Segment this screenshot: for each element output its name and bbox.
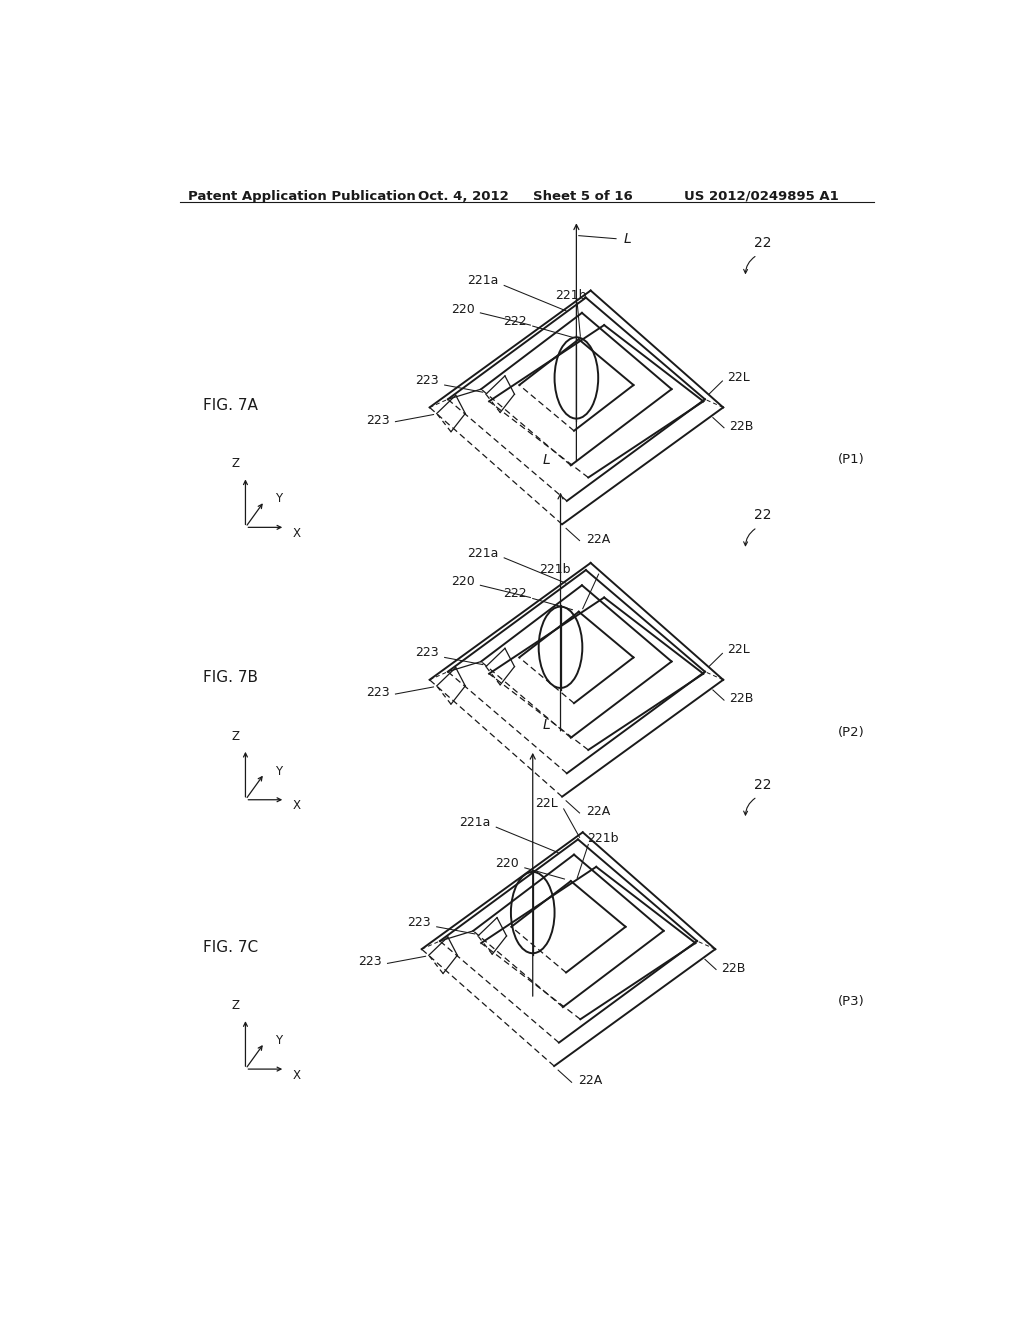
Text: 22B: 22B <box>729 692 753 705</box>
Text: Z: Z <box>231 999 240 1012</box>
Text: 221a: 221a <box>460 816 490 829</box>
Text: 22A: 22A <box>578 1074 602 1088</box>
Text: 222: 222 <box>504 315 527 329</box>
Text: 22B: 22B <box>721 961 745 974</box>
Text: 220: 220 <box>451 302 475 315</box>
Text: 220: 220 <box>451 576 475 589</box>
Text: X: X <box>293 527 301 540</box>
Text: US 2012/0249895 A1: US 2012/0249895 A1 <box>684 190 839 203</box>
Text: FIG. 7A: FIG. 7A <box>204 397 258 413</box>
Text: 221a: 221a <box>467 275 499 288</box>
Text: L: L <box>543 453 550 467</box>
Text: (P3): (P3) <box>839 995 865 1008</box>
Text: 220: 220 <box>496 857 519 870</box>
Text: Y: Y <box>274 1034 282 1047</box>
Text: 22: 22 <box>754 236 772 249</box>
Text: FIG. 7C: FIG. 7C <box>204 940 258 954</box>
Text: 223: 223 <box>367 686 390 700</box>
Text: 223: 223 <box>416 647 439 660</box>
Text: FIG. 7B: FIG. 7B <box>204 671 258 685</box>
Text: 221b: 221b <box>555 289 587 302</box>
Text: Oct. 4, 2012: Oct. 4, 2012 <box>418 190 508 203</box>
Text: L: L <box>543 718 550 731</box>
Text: (P2): (P2) <box>839 726 865 739</box>
Text: 22L: 22L <box>727 643 750 656</box>
Text: Y: Y <box>274 764 282 777</box>
Text: 22: 22 <box>754 777 772 792</box>
Text: L: L <box>624 232 632 246</box>
Text: 221b: 221b <box>540 564 570 576</box>
Text: Sheet 5 of 16: Sheet 5 of 16 <box>532 190 633 203</box>
Text: 22A: 22A <box>586 532 610 545</box>
Text: X: X <box>293 1069 301 1081</box>
Text: X: X <box>293 800 301 812</box>
Text: 22B: 22B <box>729 420 753 433</box>
Text: 223: 223 <box>367 413 390 426</box>
Text: (P1): (P1) <box>839 453 865 466</box>
Text: 221b: 221b <box>587 833 618 845</box>
Text: 22L: 22L <box>727 371 750 384</box>
Text: 22L: 22L <box>536 797 558 810</box>
Text: 223: 223 <box>408 916 431 929</box>
Text: Z: Z <box>231 730 240 743</box>
Text: 22A: 22A <box>586 805 610 818</box>
Text: 222: 222 <box>504 587 527 601</box>
Text: 223: 223 <box>358 956 382 969</box>
Text: 22: 22 <box>754 508 772 523</box>
Text: 221a: 221a <box>467 546 499 560</box>
Text: Y: Y <box>274 492 282 506</box>
Text: Patent Application Publication: Patent Application Publication <box>187 190 416 203</box>
Text: Z: Z <box>231 458 240 470</box>
Text: 223: 223 <box>416 374 439 387</box>
